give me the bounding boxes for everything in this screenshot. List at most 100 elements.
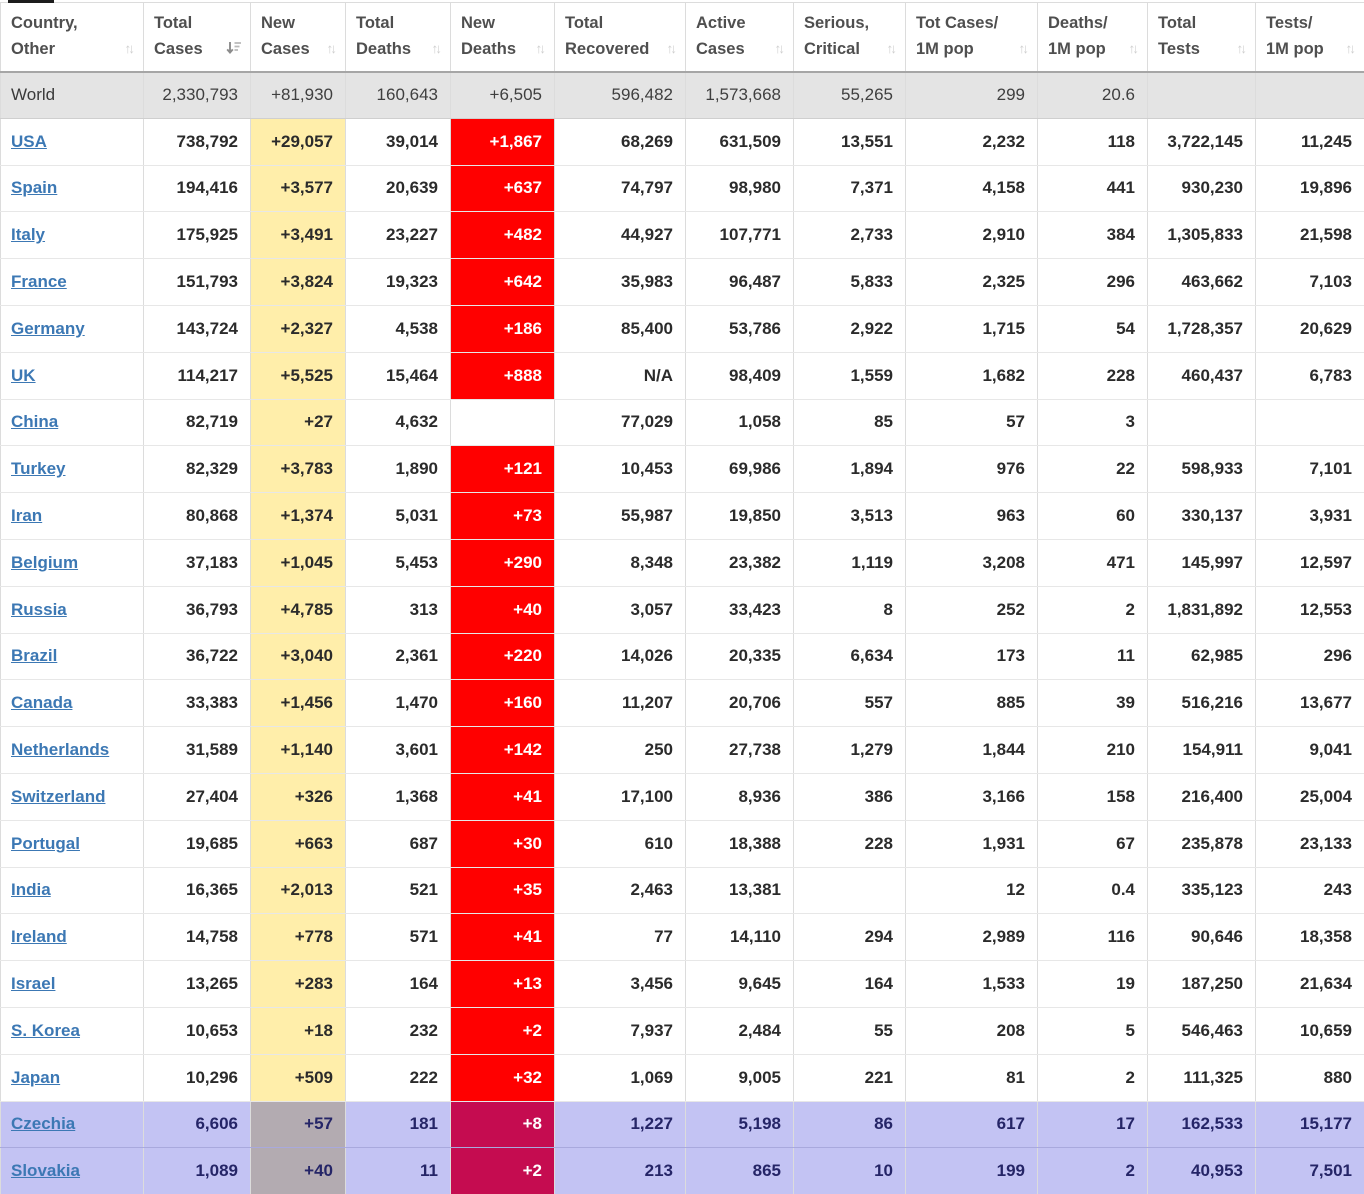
country-link[interactable]: Brazil bbox=[11, 646, 58, 666]
header-label-line2: Other bbox=[11, 39, 56, 58]
cell-active_cases: 865 bbox=[685, 1147, 794, 1194]
cell-cases_per_1m: 963 bbox=[905, 492, 1038, 540]
cell-total_deaths: 313 bbox=[345, 585, 451, 634]
country-link[interactable]: China bbox=[11, 412, 59, 432]
table-row: France 151,793 +3,824 19,323 +642 35,983 96,48… bbox=[0, 258, 1364, 306]
cell-active_cases: 96,487 bbox=[685, 258, 794, 306]
column-header-new_cases[interactable]: New Cases ↑↓ bbox=[250, 2, 346, 73]
column-header-total_recovered[interactable]: Total Recovered ↑↓ bbox=[554, 2, 686, 73]
cell-total_tests: 330,137 bbox=[1147, 492, 1256, 540]
country-link[interactable]: S. Korea bbox=[11, 1020, 80, 1040]
cell-total_recovered: 14,026 bbox=[554, 632, 686, 681]
column-header-total_deaths[interactable]: Total Deaths ↑↓ bbox=[345, 2, 451, 73]
cell-deaths_per_1m: 118 bbox=[1037, 117, 1148, 166]
cell-tests_per_1m: 21,634 bbox=[1255, 960, 1364, 1008]
country-link[interactable]: Netherlands bbox=[11, 740, 110, 760]
country-link[interactable]: Portugal bbox=[11, 833, 80, 853]
column-header-serious_critical[interactable]: Serious, Critical ↑↓ bbox=[793, 2, 906, 73]
sort-updown-icon[interactable]: ↑↓ bbox=[431, 41, 442, 57]
country-link[interactable]: UK bbox=[11, 365, 36, 385]
table-row: Brazil 36,722 +3,040 2,361 +220 14,026 20,335 6… bbox=[0, 632, 1364, 681]
country-cell: China bbox=[0, 398, 144, 447]
country-link[interactable]: Switzerland bbox=[11, 786, 106, 806]
country-link[interactable]: USA bbox=[11, 131, 47, 151]
cell-cases_per_1m: 299 bbox=[905, 71, 1038, 119]
cell-total_recovered: 17,100 bbox=[554, 772, 686, 821]
cell-total_cases: 82,329 bbox=[143, 445, 251, 494]
cell-new_cases: +27 bbox=[250, 398, 346, 447]
cell-new_deaths: +8 bbox=[450, 1100, 555, 1149]
country-link[interactable]: Italy bbox=[11, 225, 46, 245]
country-link[interactable]: Czechia bbox=[11, 1114, 76, 1134]
cell-new_cases: +1,374 bbox=[250, 492, 346, 540]
cell-total_tests: 40,953 bbox=[1147, 1147, 1256, 1194]
cell-cases_per_1m: 885 bbox=[905, 679, 1038, 728]
cell-deaths_per_1m: 39 bbox=[1037, 679, 1148, 728]
country-link[interactable]: Ireland bbox=[11, 927, 67, 947]
cell-new_cases: +2,327 bbox=[250, 304, 346, 353]
country-link[interactable]: Canada bbox=[11, 693, 73, 713]
cell-total_cases: 114,217 bbox=[143, 351, 251, 400]
sort-updown-icon[interactable]: ↑↓ bbox=[326, 41, 337, 57]
cell-new_deaths: +220 bbox=[450, 632, 555, 681]
sort-updown-icon[interactable]: ↑↓ bbox=[774, 41, 785, 57]
sort-updown-icon[interactable]: ↑↓ bbox=[1128, 41, 1139, 57]
country-cell: Iran bbox=[0, 492, 144, 540]
sort-updown-icon[interactable]: ↑↓ bbox=[886, 41, 897, 57]
column-header-total_cases[interactable]: Total Cases bbox=[143, 2, 251, 73]
cell-new_deaths: +142 bbox=[450, 726, 555, 774]
country-cell: Israel bbox=[0, 960, 144, 1008]
country-link[interactable]: Germany bbox=[11, 318, 85, 338]
country-link[interactable]: France bbox=[11, 272, 67, 292]
cell-cases_per_1m: 208 bbox=[905, 1006, 1038, 1055]
header-label-line2: Cases bbox=[696, 39, 745, 58]
cell-new_cases: +3,040 bbox=[250, 632, 346, 681]
column-header-active_cases[interactable]: Active Cases ↑↓ bbox=[685, 2, 794, 73]
cell-deaths_per_1m: 2 bbox=[1037, 585, 1148, 634]
country-link[interactable]: Israel bbox=[11, 974, 56, 994]
cell-cases_per_1m: 199 bbox=[905, 1147, 1038, 1194]
cell-active_cases: 18,388 bbox=[685, 819, 794, 868]
country-link[interactable]: India bbox=[11, 880, 51, 900]
country-link[interactable]: Spain bbox=[11, 178, 58, 198]
country-link[interactable]: Japan bbox=[11, 1067, 61, 1087]
country-link[interactable]: Russia bbox=[11, 599, 67, 619]
cell-new_cases: +57 bbox=[250, 1100, 346, 1149]
cell-active_cases: 1,573,668 bbox=[685, 71, 794, 119]
column-header-tests_per_1m[interactable]: Tests/1M pop ↑↓ bbox=[1255, 2, 1364, 73]
cell-deaths_per_1m: 2 bbox=[1037, 1053, 1148, 1102]
cell-serious_critical: 1,894 bbox=[793, 445, 906, 494]
header-label-line1: Country, bbox=[11, 14, 78, 33]
cell-tests_per_1m: 7,501 bbox=[1255, 1147, 1364, 1194]
cell-deaths_per_1m: 11 bbox=[1037, 632, 1148, 681]
country-link[interactable]: Iran bbox=[11, 506, 43, 526]
column-header-new_deaths[interactable]: New Deaths ↑↓ bbox=[450, 2, 555, 73]
sort-updown-icon[interactable]: ↑↓ bbox=[1345, 41, 1356, 57]
sort-updown-icon[interactable]: ↑↓ bbox=[535, 41, 546, 57]
sort-updown-icon[interactable]: ↑↓ bbox=[1018, 41, 1029, 57]
sort-updown-icon[interactable]: ↑↓ bbox=[124, 41, 135, 57]
country-link[interactable]: Belgium bbox=[11, 552, 79, 572]
cell-new_deaths: +32 bbox=[450, 1053, 555, 1102]
cell-active_cases: 20,706 bbox=[685, 679, 794, 728]
sort-updown-icon[interactable]: ↑↓ bbox=[666, 41, 677, 57]
cell-new_deaths bbox=[450, 398, 555, 447]
cell-tests_per_1m: 12,553 bbox=[1255, 585, 1364, 634]
cell-deaths_per_1m: 60 bbox=[1037, 492, 1148, 540]
column-header-deaths_per_1m[interactable]: Deaths/1M pop ↑↓ bbox=[1037, 2, 1148, 73]
column-header-cases_per_1m[interactable]: Tot Cases/1M pop ↑↓ bbox=[905, 2, 1038, 73]
cell-new_cases: +326 bbox=[250, 772, 346, 821]
country-link[interactable]: Turkey bbox=[11, 459, 66, 479]
sort-amount-desc-icon[interactable] bbox=[226, 39, 242, 60]
cell-new_cases: +1,045 bbox=[250, 538, 346, 587]
column-header-total_tests[interactable]: Total Tests ↑↓ bbox=[1147, 2, 1256, 73]
cell-deaths_per_1m: 296 bbox=[1037, 258, 1148, 306]
column-header-country[interactable]: Country, Other ↑↓ bbox=[0, 2, 144, 73]
cell-total_recovered: 596,482 bbox=[554, 71, 686, 119]
cell-serious_critical: 386 bbox=[793, 772, 906, 821]
country-link[interactable]: Slovakia bbox=[11, 1161, 80, 1181]
sort-updown-icon[interactable]: ↑↓ bbox=[1236, 41, 1247, 57]
country-cell: India bbox=[0, 866, 144, 915]
cell-total_deaths: 232 bbox=[345, 1006, 451, 1055]
country-cell: Brazil bbox=[0, 632, 144, 681]
